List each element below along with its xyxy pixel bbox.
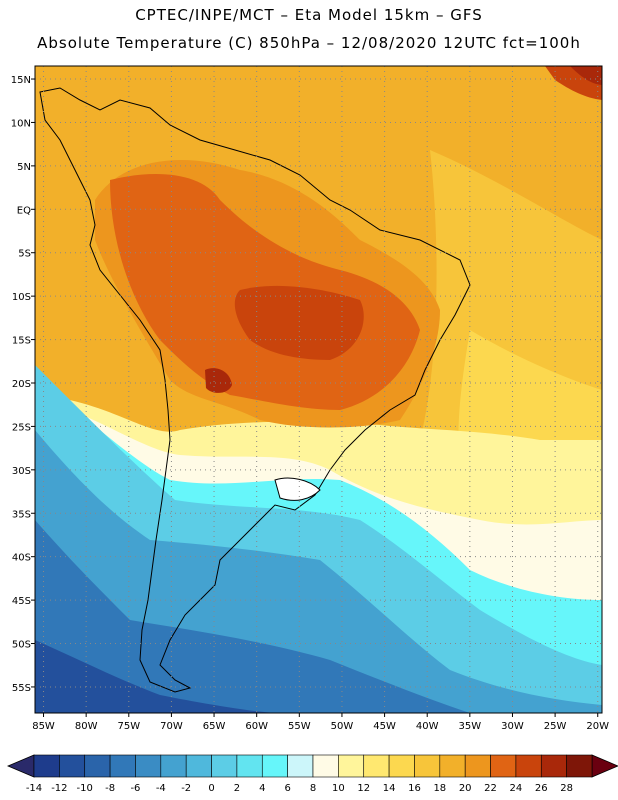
lon-label: 40W [416,721,439,732]
colorbar-swatch [261,754,288,778]
colorbar-swatch [363,754,390,778]
field-band-24 [234,285,364,360]
lon-label: 30W [501,721,524,732]
colorbar-swatch [211,754,238,778]
longitude-labels: 85W 80W 75W 70W 65W 60W 55W 50W 45W 40W 35W 30W 25W 2… [32,713,609,732]
lat-label: 20S [12,379,31,390]
colorbar-swatch [287,754,314,778]
colorbar-labels: -14 -12 -10 -8 -6 -4 -2 0 2 4 6 8 10 12 14 16 18 20 22 24 26… [26,783,573,794]
field-band-minus12 [35,640,280,713]
colorbar-swatch [414,754,441,778]
colorbar-label: -12 [51,783,67,794]
lon-label: 55W [288,721,311,732]
colorbar-label: 2 [234,783,240,794]
colorbar-swatch [540,754,567,778]
continent-outline [39,87,471,693]
lon-label: 65W [203,721,226,732]
latitude-labels: 15N 10N 5N EQ 5S 10S 15S 20S 25S 30S 35S 40S 45S 50S 5… [11,75,35,694]
lon-label: 20W [586,721,609,732]
temperature-field [35,66,602,713]
colorbar-low-arrow [6,754,35,778]
colorbar-swatch [236,754,263,778]
colorbar-swatch [135,754,162,778]
map-title-line-2: Absolute Temperature (C) 850hPa – 12/08/… [37,34,581,52]
colorbar-swatch [160,754,187,778]
lat-label: 30S [12,466,31,477]
colorbar [6,754,618,778]
map-frame [34,65,603,714]
lat-label: EQ [17,205,31,216]
colorbar-label: 14 [383,783,396,794]
field-band-26 [205,368,232,393]
colorbar-label: 26 [535,783,548,794]
lat-label: 35S [12,509,31,520]
colorbar-swatch [515,754,542,778]
lat-label: 45S [12,596,31,607]
colorbar-label: 12 [357,783,370,794]
colorbar-swatch [312,754,339,778]
lon-label: 70W [160,721,183,732]
lon-label: 25W [544,721,567,732]
colorbar-label: 22 [484,783,497,794]
colorbar-swatch [33,754,60,778]
lon-label: 75W [117,721,140,732]
colorbar-high-arrow [591,754,618,778]
lat-label: 15S [12,336,31,347]
colorbar-label: 28 [560,783,573,794]
field-band-minus8 [35,520,470,713]
lat-label: 50S [12,640,31,651]
colorbar-label: -4 [156,783,166,794]
colorbar-swatch [59,754,86,778]
colorbar-label: -10 [77,783,93,794]
colorbar-label: 16 [408,783,421,794]
colorbar-swatch [109,754,136,778]
colorbar-label: -14 [26,783,42,794]
lat-label: 10N [11,118,31,129]
lon-label: 45W [373,721,396,732]
lat-label: 40S [12,553,31,564]
colorbar-label: -2 [181,783,191,794]
lat-label: 25S [12,422,31,433]
colorbar-label: 8 [310,783,316,794]
colorbar-label: 18 [433,783,446,794]
colorbar-swatch [439,754,466,778]
colorbar-swatch [338,754,365,778]
colorbar-label: 10 [332,783,345,794]
map-title-line-1: CPTEC/INPE/MCT – Eta Model 15km – GFS [135,6,483,24]
colorbar-swatch [84,754,111,778]
lat-label: 10S [12,292,31,303]
colorbar-label: -6 [130,783,140,794]
colorbar-swatch [566,754,593,778]
colorbar-label: 20 [459,783,472,794]
colorbar-label: -8 [105,783,115,794]
field-band-26-ne [570,66,602,85]
lon-label: 80W [75,721,98,732]
colorbar-swatch [490,754,517,778]
rio-de-la-plata [274,477,321,501]
colorbar-label: 0 [208,783,214,794]
colorbar-swatch [185,754,212,778]
colorbar-label: 24 [510,783,523,794]
lat-label: 5N [17,162,31,173]
colorbar-swatch [388,754,415,778]
colorbar-label: 4 [259,783,265,794]
lon-label: 50W [331,721,354,732]
lon-label: 60W [245,721,268,732]
lat-label: 15N [11,75,31,86]
colorbar-label: 6 [284,783,290,794]
colorbar-swatch [464,754,491,778]
lat-label: 5S [18,249,31,260]
lon-label: 85W [32,721,55,732]
lat-label: 55S [12,683,31,694]
lon-label: 35W [459,721,482,732]
